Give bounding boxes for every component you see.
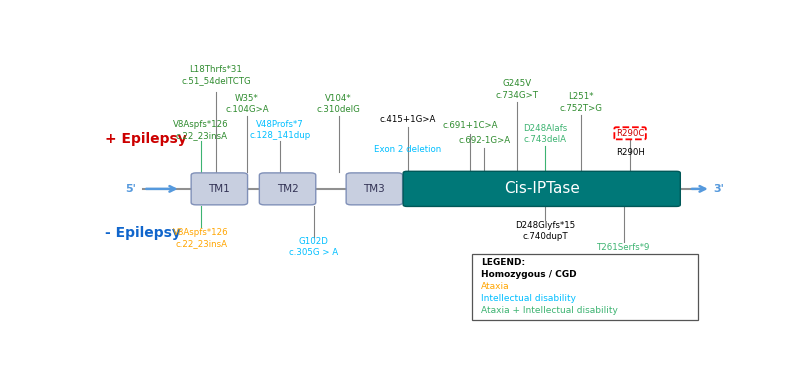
Text: Exon 2 deletion: Exon 2 deletion — [374, 145, 441, 154]
Text: L18Thrfs*31
c.51_54delTCTG: L18Thrfs*31 c.51_54delTCTG — [181, 65, 251, 85]
Text: V48Profs*7
c.128_141dup: V48Profs*7 c.128_141dup — [249, 120, 310, 140]
Text: LEGEND:: LEGEND: — [481, 258, 525, 267]
Text: Ataxia + Intellectual disability: Ataxia + Intellectual disability — [481, 306, 618, 315]
Text: V104*
c.310delG: V104* c.310delG — [317, 94, 361, 114]
Text: 5': 5' — [125, 184, 136, 194]
Text: c.692-1G>A: c.692-1G>A — [458, 136, 510, 145]
Text: TM3: TM3 — [363, 184, 386, 194]
Text: Homozygous / CGD: Homozygous / CGD — [481, 270, 576, 279]
FancyBboxPatch shape — [259, 173, 316, 205]
Text: D248Glyfs*15
c.740dupT: D248Glyfs*15 c.740dupT — [515, 221, 575, 241]
Text: R290H: R290H — [616, 148, 645, 157]
Text: G245V
c.734G>T: G245V c.734G>T — [495, 79, 538, 99]
Text: L251*
c.752T>G: L251* c.752T>G — [559, 92, 602, 113]
Text: Ataxia: Ataxia — [481, 282, 510, 291]
Text: T261Serfs*9
c.754_755ins: T261Serfs*9 c.754_755ins — [595, 243, 653, 263]
Bar — [472, 254, 698, 320]
Text: 3': 3' — [714, 184, 725, 194]
FancyBboxPatch shape — [346, 173, 402, 205]
Text: W35*
c.104G>A: W35* c.104G>A — [225, 94, 269, 114]
FancyBboxPatch shape — [191, 173, 247, 205]
Text: - Epilepsy: - Epilepsy — [105, 226, 181, 240]
Text: Cis-IPTase: Cis-IPTase — [504, 181, 580, 196]
Text: c.415+1G>A: c.415+1G>A — [379, 115, 436, 124]
Text: TM2: TM2 — [277, 184, 298, 194]
Text: D248Alafs
c.743delA: D248Alafs c.743delA — [523, 124, 567, 144]
Text: c.691+1C>A: c.691+1C>A — [442, 121, 498, 130]
Text: Intellectual disability: Intellectual disability — [481, 294, 576, 303]
Text: TM1: TM1 — [209, 184, 230, 194]
FancyBboxPatch shape — [403, 171, 680, 206]
Text: R290C: R290C — [616, 129, 644, 138]
Text: + Epilepsy: + Epilepsy — [105, 132, 186, 146]
Text: V8Aspfs*126
c.22_23insA: V8Aspfs*126 c.22_23insA — [174, 120, 229, 140]
Text: G102D
c.305G > A: G102D c.305G > A — [290, 237, 338, 257]
Text: V8Aspfs*126
c.22_23insA: V8Aspfs*126 c.22_23insA — [174, 228, 229, 248]
